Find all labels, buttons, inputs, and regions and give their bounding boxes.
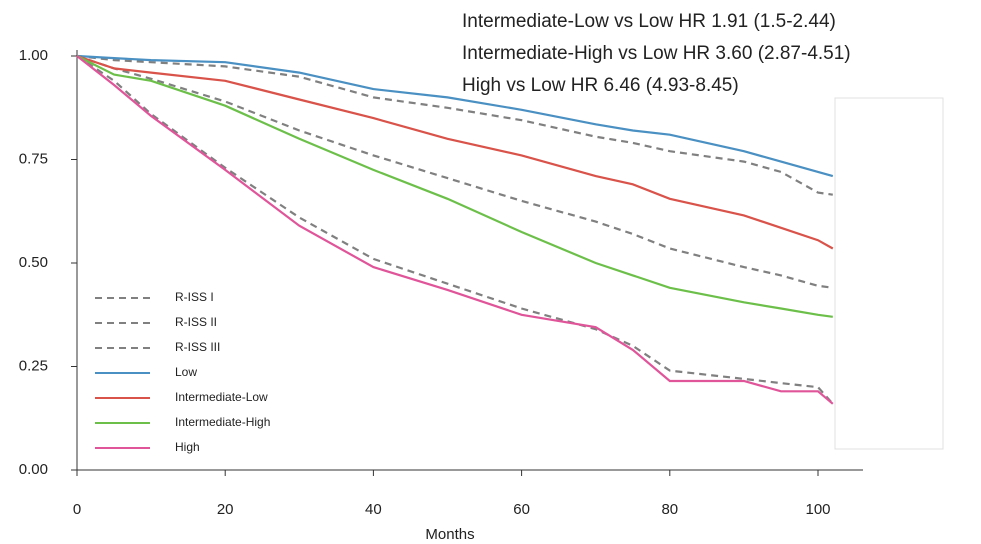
y-tick-label: 0.00 <box>19 461 48 478</box>
x-tick-label: 80 <box>661 501 678 518</box>
x-tick-label: 40 <box>365 501 382 518</box>
survival-curve <box>76 54 834 178</box>
y-tick-label: 1.00 <box>19 47 48 64</box>
x-tick-label: 60 <box>513 501 530 518</box>
survival-curve <box>76 55 834 405</box>
survival-curve <box>76 54 834 250</box>
y-tick-label: 0.50 <box>19 254 48 271</box>
legend-label: Low <box>175 365 197 379</box>
legend-label: High <box>175 440 200 454</box>
y-tick-label: 0.75 <box>19 150 48 167</box>
survival-curve <box>76 54 833 289</box>
legend-frame <box>834 97 944 450</box>
survival-curve <box>76 54 833 196</box>
legend-label: R-ISS II <box>175 315 217 329</box>
survival-curve <box>76 55 834 405</box>
legend-label: Intermediate-Low <box>175 390 268 404</box>
x-tick-label: 100 <box>805 501 830 518</box>
x-axis-label: Months <box>425 526 474 543</box>
annotation: Intermediate-Low vs Low HR 1.91 (1.5-2.4… <box>462 11 836 32</box>
annotation: Intermediate-High vs Low HR 3.60 (2.87-4… <box>462 43 851 64</box>
x-tick-label: 20 <box>217 501 234 518</box>
annotation: High vs Low HR 6.46 (4.93-8.45) <box>462 75 739 96</box>
x-tick-label: 0 <box>73 501 81 518</box>
survival-curve <box>76 55 833 318</box>
legend-label: R-ISS I <box>175 290 214 304</box>
legend-label: R-ISS III <box>175 340 220 354</box>
y-tick-label: 0.25 <box>19 357 48 374</box>
legend-label: Intermediate-High <box>175 415 270 429</box>
